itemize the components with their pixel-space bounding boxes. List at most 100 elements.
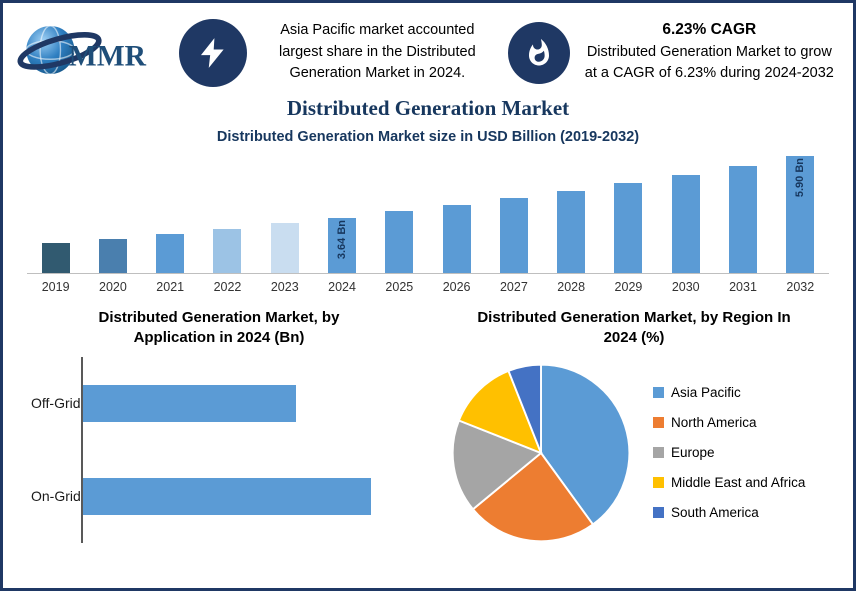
application-bar-off-grid [83, 384, 297, 422]
bar-column [543, 151, 600, 273]
application-bar-track [81, 356, 423, 450]
legend-item-asia-pacific: Asia Pacific [653, 385, 805, 400]
lightning-bolt-glyph [200, 37, 224, 68]
mmr-logo: MMR [17, 13, 165, 92]
bar-value-label: 5.90 Bn [793, 158, 806, 198]
x-tick-label: 2027 [499, 280, 528, 294]
bar-2025 [385, 211, 414, 273]
x-tick-label: 2026 [442, 280, 471, 294]
callout-cagr: 6.23% CAGR Distributed Generation Market… [584, 21, 835, 83]
application-category-label: Off-Grid [31, 394, 81, 411]
legend-swatch [653, 447, 664, 458]
legend-swatch [653, 417, 664, 428]
region-chart-title: Distributed Generation Market, by Region… [477, 309, 791, 347]
bar-column [714, 151, 771, 273]
x-tick-label: 2023 [270, 280, 299, 294]
x-tick-label: 2032 [786, 280, 815, 294]
bar-2024: 3.64 Bn [328, 218, 357, 273]
application-bar-track [81, 449, 423, 543]
pie-slice-south-america [507, 363, 542, 453]
application-chart: Distributed Generation Market, by Applic… [15, 304, 423, 549]
cagr-heading: 6.23% CAGR [662, 21, 757, 39]
application-chart-plot: Off-Grid On-Grid [15, 356, 423, 543]
legend-label: North America [671, 415, 757, 430]
application-bar-on-grid [83, 477, 371, 515]
bar-column: 3.64 Bn [313, 151, 370, 273]
bar-2028 [557, 191, 586, 273]
pie-slice-north-america [471, 451, 595, 542]
legend-label: Middle East and Africa [671, 475, 806, 490]
bar-2032: 5.90 Bn [786, 156, 815, 273]
application-chart-title: Distributed Generation Market, by Applic… [98, 309, 340, 347]
legend-item-north-america: North America [653, 415, 805, 430]
pie-chart-area: Asia Pacific North America Europe Middle Ea… [423, 357, 845, 549]
x-tick-label: 2022 [213, 280, 242, 294]
bar-2027 [499, 198, 528, 273]
x-tick-label: 2031 [729, 280, 757, 294]
bar-2021 [156, 234, 185, 273]
bar-chart-plot: 3.64 Bn 5.90 Bn [27, 151, 829, 273]
legend-swatch [653, 477, 664, 488]
bar-2029 [614, 183, 643, 273]
bottom-charts: Distributed Generation Market, by Applic… [3, 304, 853, 549]
application-row-off-grid: Off-Grid [15, 356, 423, 450]
bar-column [27, 151, 84, 273]
lightning-icon [179, 18, 247, 87]
callout-asia-pacific: Asia Pacific market accounted largest sh… [278, 21, 476, 82]
pie-slice-middle-east-and-africa [457, 369, 543, 455]
bar-chart-x-axis: 2019 2020 2021 2022 2023 2024 2025 2026 2027 2028… [27, 273, 829, 298]
x-tick-label: 2029 [614, 280, 643, 294]
bar-2031 [729, 166, 758, 273]
legend-label: South America [671, 505, 759, 520]
x-tick-label: 2024 [328, 280, 356, 294]
bar-2026 [442, 205, 471, 273]
legend-item-europe: Europe [653, 445, 805, 460]
bar-column: 5.90 Bn [772, 151, 829, 273]
pie-legend: Asia Pacific North America Europe Middle Ea… [637, 370, 805, 535]
bar-2019 [41, 243, 70, 273]
bar-column [199, 151, 256, 273]
flame-icon [507, 21, 570, 84]
legend-label: Europe [671, 445, 715, 460]
x-tick-label: 2028 [557, 280, 586, 294]
x-tick-label: 2019 [41, 280, 70, 294]
logo-orbit-ring [17, 32, 102, 70]
x-tick-label: 2021 [156, 280, 185, 294]
pie-slice-asia-pacific [540, 363, 631, 526]
flame-glyph [528, 38, 549, 65]
region-chart: Distributed Generation Market, by Region… [423, 304, 845, 549]
legend-label: Asia Pacific [671, 385, 741, 400]
bar-column [600, 151, 657, 273]
logo-text: MMR [69, 41, 147, 73]
bar-column [485, 151, 542, 273]
x-tick-label: 2025 [385, 280, 414, 294]
x-tick-label: 2020 [99, 280, 127, 294]
legend-swatch [653, 507, 664, 518]
mmr-logo-graphic: MMR [17, 25, 147, 75]
legend-swatch [653, 387, 664, 398]
bar-2023 [270, 223, 299, 273]
cagr-text: Distributed Generation Market to grow at… [584, 44, 834, 81]
page-title: Distributed Generation Market [286, 96, 570, 120]
header: MMR Asia Pacific market accounted larges… [3, 3, 853, 94]
bar-column [428, 151, 485, 273]
application-row-on-grid: On-Grid [15, 449, 423, 543]
bar-2030 [671, 175, 700, 273]
bar-column [657, 151, 714, 273]
pie-chart-svg [451, 363, 631, 542]
market-size-chart-title: Distributed Generation Market size in US… [216, 129, 640, 145]
x-tick-label: 2030 [671, 280, 700, 294]
bar-column [142, 151, 199, 273]
bar-column [84, 151, 141, 273]
legend-item-south-america: South America [653, 505, 805, 520]
pie-slice-europe [451, 418, 543, 511]
legend-item-middle-east-and-africa: Middle East and Africa [653, 475, 805, 490]
application-category-label: On-Grid [31, 487, 81, 504]
bar-2020 [98, 239, 127, 273]
market-size-chart: Distributed Generation Market size in US… [27, 129, 829, 298]
bar-value-label: 3.64 Bn [335, 220, 348, 260]
bar-column [256, 151, 313, 273]
bar-2022 [213, 229, 242, 273]
bar-column [371, 151, 428, 273]
